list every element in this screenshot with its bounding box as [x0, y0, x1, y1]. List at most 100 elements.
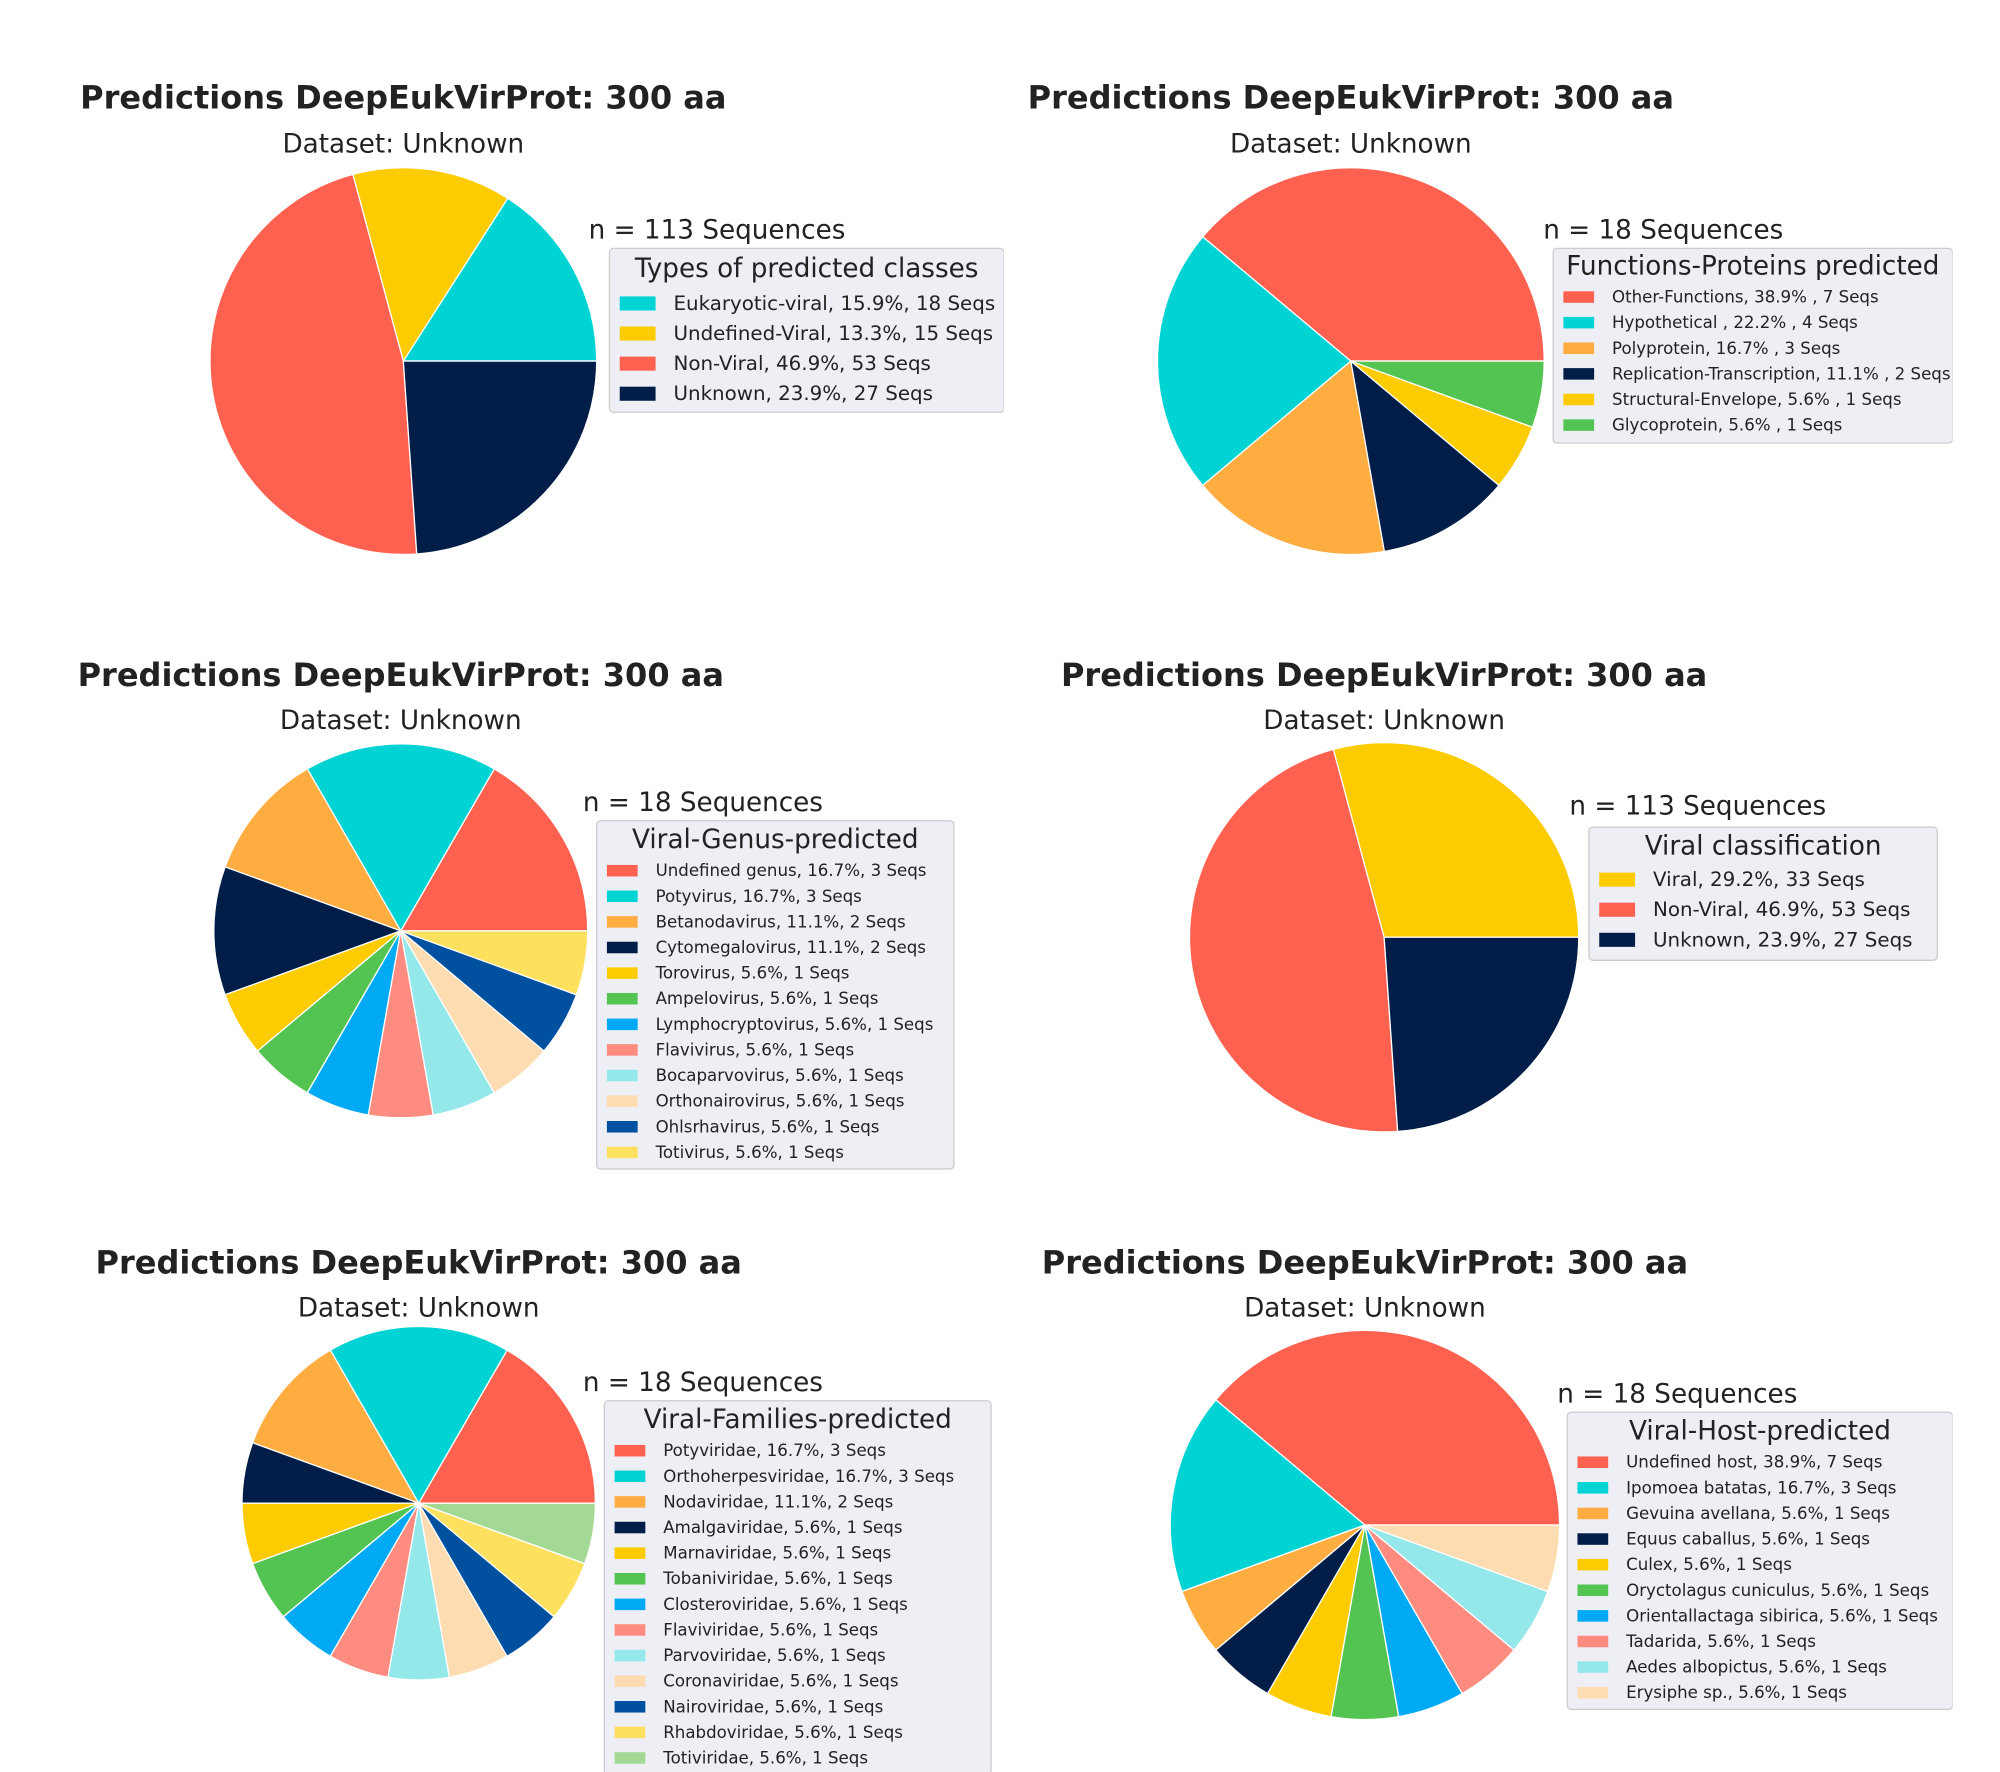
legend-item-label: Eukaryotic-viral, 15.9%, 18 Seqs	[673, 292, 995, 315]
legend-item-label: Totivirus, 5.6%, 1 Seqs	[655, 1143, 844, 1162]
pie-slice	[209, 173, 418, 556]
legend-item-label: Aedes albopictus, 5.6%, 1 Seqs	[1626, 1658, 1887, 1677]
sequence-count-label: n = 18 Sequences	[1557, 1379, 1797, 1409]
legend-swatch	[606, 941, 638, 954]
legend: Viral-Genus-predicted Undefined genus, 16…	[596, 820, 955, 1170]
pie-slice	[417, 1349, 597, 1504]
legend: Types of predicted classes Eukaryotic-vir…	[608, 247, 1004, 413]
legend-item-label: Erysiphe sp., 5.6%, 1 Seqs	[1626, 1683, 1847, 1702]
legend-item-label: Orthoherpesviridae, 16.7%, 3 Seqs	[663, 1467, 954, 1486]
pie-slice	[1214, 1329, 1561, 1526]
pie-slice	[224, 768, 403, 933]
legend-item-label: Gevuina avellana, 5.6%, 1 Seqs	[1626, 1504, 1890, 1523]
legend-box	[608, 247, 1004, 413]
legend-swatch	[1599, 932, 1636, 947]
legend-item-label: Marnaviridae, 5.6%, 1 Seqs	[663, 1544, 891, 1563]
pie-chart-panel-2: Predictions DeepEukVirProt: 300 aa Datase…	[1028, 78, 1953, 556]
legend-swatch	[606, 1095, 638, 1107]
pie-chart-panel-3: Predictions DeepEukVirProt: 300 aa Datase…	[78, 656, 955, 1170]
legend-swatch	[1563, 316, 1595, 329]
legend-item-label: Unknown, 23.9%, 27 Seqs	[1653, 928, 1912, 951]
legend-item-label: Potyvirus, 16.7%, 3 Seqs	[656, 887, 862, 906]
legend-item-label: Polyprotein, 16.7% , 3 Seqs	[1612, 339, 1840, 358]
legend-swatch	[619, 326, 656, 341]
legend-swatch	[614, 1701, 646, 1713]
legend-swatch	[614, 1726, 646, 1739]
chart-title: Predictions DeepEukVirProt: 300 aa	[1042, 1243, 1688, 1281]
legend-swatch	[614, 1470, 646, 1483]
pie-slice	[399, 768, 589, 932]
pie-slice	[1383, 936, 1580, 1133]
legend-swatch	[1577, 1456, 1609, 1468]
legend-swatch	[1577, 1533, 1609, 1545]
chart-subtitle: Dataset: Unknown	[1263, 706, 1505, 736]
chart-subtitle: Dataset: Unknown	[298, 1294, 540, 1324]
legend-swatch	[1599, 902, 1636, 917]
legend-swatch	[1563, 342, 1595, 355]
legend-item-label: Ipomoea batatas, 16.7%, 3 Seqs	[1626, 1478, 1896, 1497]
legend-item-label: Torovirus, 5.6%, 1 Seqs	[655, 964, 850, 983]
pie-chart-panel-6: Predictions DeepEukVirProt: 300 aa Datase…	[1042, 1243, 1953, 1721]
legend-swatch	[606, 992, 638, 1005]
legend-swatch	[1599, 872, 1636, 887]
legend-swatch	[1577, 1686, 1609, 1699]
legend-title: Viral classification	[1645, 831, 1882, 861]
legend-swatch	[1577, 1482, 1609, 1494]
legend-item-label: Culex, 5.6%, 1 Seqs	[1626, 1555, 1792, 1574]
legend-swatch	[606, 1069, 638, 1082]
legend-box	[596, 820, 955, 1170]
legend-swatch	[606, 1146, 638, 1159]
legend-swatch	[1577, 1635, 1609, 1648]
pie-slice	[1350, 360, 1545, 429]
pie-slice	[1364, 1524, 1561, 1593]
legend-item-label: Ohlsrhavirus, 5.6%, 1 Seqs	[656, 1117, 880, 1136]
pie-slice	[1169, 1398, 1367, 1593]
legend-title: Viral-Genus-predicted	[632, 825, 919, 855]
legend-item-label: Lymphocryptovirus, 5.6%, 1 Seqs	[656, 1015, 934, 1034]
legend-swatch	[614, 1598, 646, 1611]
legend-item-label: Unknown, 23.9%, 27 Seqs	[673, 382, 932, 405]
legend-box	[603, 1400, 992, 1772]
legend-item-label: Non-Viral, 46.9%, 53 Seqs	[673, 352, 930, 375]
legend-swatch	[614, 1496, 646, 1508]
pie-slice	[402, 197, 598, 362]
legend-swatch	[619, 386, 656, 401]
figure-root: Predictions DeepEukVirProt: 300 aa Datase…	[78, 78, 1953, 1772]
legend-swatch	[614, 1649, 646, 1662]
sequence-count-label: n = 18 Sequences	[583, 1368, 823, 1398]
legend-item-label: Closteroviridae, 5.6%, 1 Seqs	[663, 1595, 908, 1614]
legend-swatch	[1563, 368, 1595, 380]
pie-slice	[1156, 235, 1352, 487]
legend-swatch	[1577, 1507, 1609, 1520]
legend-swatch	[1563, 419, 1595, 431]
legend-title: Viral-Host-predicted	[1629, 1416, 1891, 1446]
legend-item-label: Totiviridae, 5.6%, 1 Seqs	[662, 1749, 868, 1768]
legend-item-label: Orientallactaga sibirica, 5.6%, 1 Seqs	[1626, 1606, 1938, 1625]
sequence-count-label: n = 113 Sequences	[1569, 792, 1826, 822]
legend-title: Functions-Proteins predicted	[1566, 251, 1939, 281]
pie-chart-panel-1: Predictions DeepEukVirProt: 300 aa Datase…	[80, 78, 1004, 556]
legend-item-label: Flaviviridae, 5.6%, 1 Seqs	[663, 1620, 878, 1639]
legend-swatch	[606, 916, 638, 928]
legend-item-label: Ampelovirus, 5.6%, 1 Seqs	[656, 989, 879, 1008]
pie-slice	[400, 930, 589, 996]
legend-swatch	[606, 1018, 638, 1031]
legend-swatch	[606, 1044, 638, 1056]
legend-swatch	[619, 296, 656, 311]
legend-swatch	[619, 356, 656, 371]
pie-slice	[1332, 742, 1580, 938]
legend-item-label: Hypothetical , 22.2% , 4 Seqs	[1612, 313, 1858, 332]
pie-slice	[1349, 359, 1500, 553]
sequence-count-label: n = 18 Sequences	[1543, 215, 1783, 245]
legend-item-label: Undefined host, 38.9%, 7 Seqs	[1626, 1453, 1882, 1472]
legend-swatch	[614, 1675, 646, 1687]
legend-item-label: Parvoviridae, 5.6%, 1 Seqs	[663, 1646, 885, 1665]
pie-slice	[329, 1325, 508, 1505]
legend-item-label: Undefined-Viral, 13.3%, 15 Seqs	[673, 322, 993, 345]
legend-box	[1552, 247, 1953, 444]
pie-slice	[1201, 359, 1386, 556]
legend-swatch	[606, 864, 638, 877]
legend-item-label: Nairoviridae, 5.6%, 1 Seqs	[663, 1697, 883, 1716]
chart-subtitle: Dataset: Unknown	[1244, 1294, 1486, 1324]
